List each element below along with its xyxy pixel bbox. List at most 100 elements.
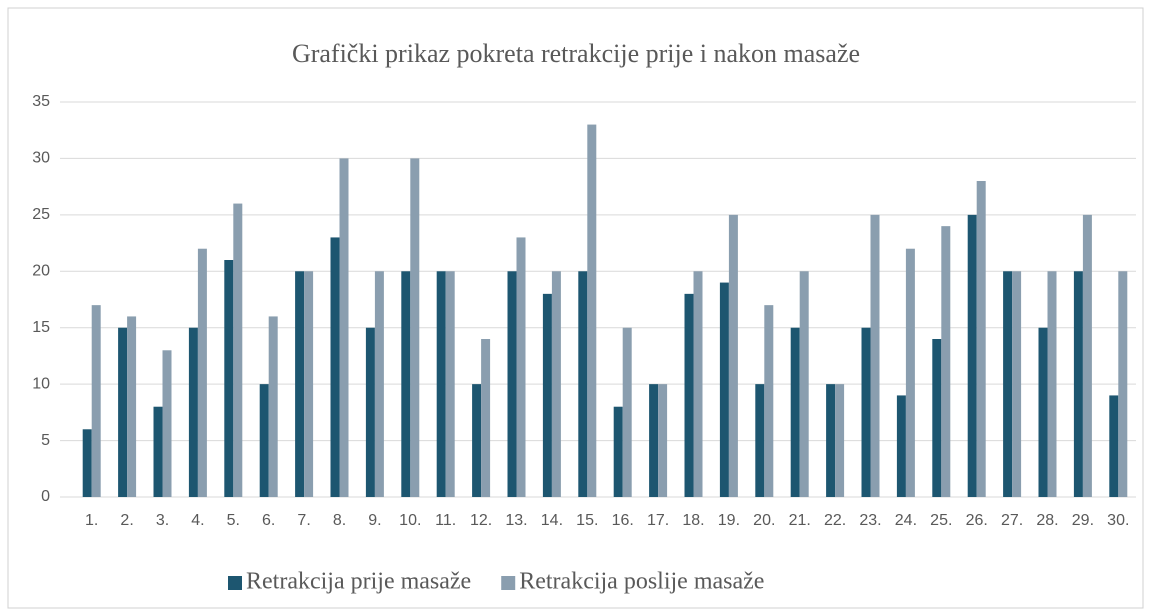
bar [127, 316, 137, 497]
x-tick-label: 3. [156, 512, 169, 529]
bar [1118, 271, 1128, 497]
y-tick-label: 35 [32, 93, 50, 110]
bar [197, 248, 207, 497]
bar [799, 271, 809, 497]
y-tick-label: 30 [32, 150, 50, 167]
bar [826, 384, 836, 497]
bar [976, 181, 986, 497]
bar [1003, 271, 1013, 497]
bar [658, 384, 668, 497]
bar [153, 406, 163, 497]
legend-swatch [501, 576, 516, 590]
bar [259, 384, 269, 497]
bar [304, 271, 314, 497]
x-tick-label: 2. [120, 512, 133, 529]
bar [401, 271, 411, 497]
bar [622, 327, 632, 497]
x-tick-label: 26. [966, 512, 988, 529]
x-tick-label: 8. [333, 512, 346, 529]
bar [1082, 214, 1092, 497]
bar [1038, 327, 1048, 497]
x-tick-label: 30. [1107, 512, 1129, 529]
bar [861, 327, 871, 497]
legend-label: Retrakcija poslije masaže [519, 569, 764, 595]
bar [1109, 395, 1119, 497]
bar [551, 271, 561, 497]
x-tick-label: 5. [227, 512, 240, 529]
bar [693, 271, 703, 497]
x-tick-label: 16. [612, 512, 634, 529]
bar [472, 384, 482, 497]
x-tick-label: 6. [262, 512, 275, 529]
x-tick-label: 15. [576, 512, 598, 529]
y-tick-label: 25 [32, 206, 50, 223]
x-tick-label: 22. [824, 512, 846, 529]
bar [268, 316, 278, 497]
x-tick-label: 29. [1072, 512, 1094, 529]
bar [790, 327, 800, 497]
x-tick-label: 28. [1036, 512, 1058, 529]
bar [728, 214, 738, 497]
bar [613, 406, 623, 497]
bar [542, 293, 552, 497]
x-tick-label: 18. [682, 512, 704, 529]
y-tick-label: 10 [32, 375, 50, 392]
x-tick-label: 20. [753, 512, 775, 529]
bar [224, 260, 234, 497]
bar [365, 327, 375, 497]
x-tick-label: 21. [789, 512, 811, 529]
x-tick-label: 19. [718, 512, 740, 529]
bar [755, 384, 765, 497]
bar [374, 271, 384, 497]
bar [162, 350, 172, 497]
bar [339, 158, 349, 497]
bar [932, 339, 942, 497]
bar [233, 203, 243, 498]
y-tick-label: 15 [32, 319, 50, 336]
bar [188, 327, 198, 497]
bar [82, 429, 92, 497]
x-tick-label: 14. [541, 512, 563, 529]
bar [941, 226, 951, 497]
bar [896, 395, 906, 497]
bar [684, 293, 694, 497]
x-tick-label: 27. [1001, 512, 1023, 529]
x-tick-label: 7. [297, 512, 310, 529]
bar [1012, 271, 1022, 497]
y-tick-label: 0 [41, 488, 50, 505]
bar [764, 305, 774, 497]
chart-border [7, 7, 1144, 609]
bar [905, 248, 915, 497]
chart-title: Grafički prikaz pokreta retrakcije prije… [292, 39, 860, 68]
x-tick-label: 1. [85, 512, 98, 529]
x-tick-label: 9. [368, 512, 381, 529]
bar [967, 214, 977, 497]
bar [410, 158, 420, 497]
x-tick-label: 23. [859, 512, 881, 529]
legend-swatch [228, 576, 242, 590]
bar [1073, 271, 1083, 497]
bar [507, 271, 517, 497]
bar [1047, 271, 1057, 497]
bar [587, 124, 597, 498]
bar [445, 271, 455, 497]
y-tick-label: 5 [41, 432, 50, 449]
y-tick-label: 20 [32, 263, 50, 280]
x-tick-label: 10. [399, 512, 421, 529]
bar [91, 305, 101, 497]
bar [436, 271, 446, 497]
bar [516, 237, 526, 497]
x-tick-label: 17. [647, 512, 669, 529]
bar [295, 271, 305, 497]
bar [578, 271, 588, 497]
bar [481, 339, 491, 497]
x-tick-label: 25. [930, 512, 952, 529]
bar [719, 282, 729, 497]
bar [870, 214, 880, 497]
x-tick-label: 24. [895, 512, 917, 529]
bar [649, 384, 659, 497]
x-tick-label: 4. [191, 512, 204, 529]
legend-label: Retrakcija prije masaže [246, 569, 471, 595]
bar [835, 384, 845, 497]
